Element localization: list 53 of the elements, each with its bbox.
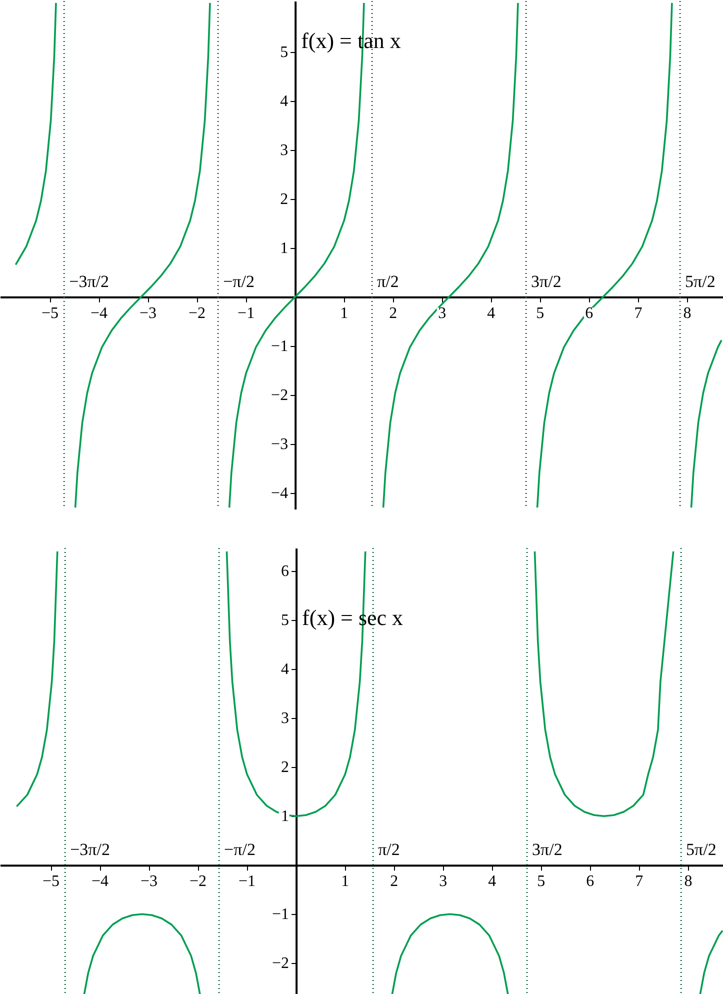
x-tick-label: −5 xyxy=(41,304,59,322)
x-tick-label: 8 xyxy=(684,873,692,890)
y-tick-label: −3 xyxy=(271,436,288,453)
x-tick-label: 4 xyxy=(487,304,496,322)
x-tick-label: 1 xyxy=(341,873,350,890)
ref-line-label: π/2 xyxy=(378,840,400,860)
y-tick-label: −2 xyxy=(271,386,288,404)
y-tick-label: −2 xyxy=(272,955,290,972)
x-tick-label: 1 xyxy=(340,304,348,322)
x-tick-label: −5 xyxy=(42,873,60,890)
x-tick-label: −1 xyxy=(238,873,256,890)
y-tick-label: 3 xyxy=(280,142,288,159)
ref-line-label: −π/2 xyxy=(224,840,256,860)
x-tick-label: 6 xyxy=(586,873,594,890)
x-tick-label: −2 xyxy=(188,304,206,322)
ref-line-label: π/2 xyxy=(377,272,399,291)
x-tick-label: 3 xyxy=(439,873,448,890)
y-tick-label: 3 xyxy=(281,710,290,728)
x-tick-label: 5 xyxy=(536,304,544,322)
ref-line-label: −3π/2 xyxy=(70,840,110,860)
y-tick-label: 4 xyxy=(281,661,290,678)
x-tick-label: 2 xyxy=(389,304,398,322)
ref-line-label: 3π/2 xyxy=(531,272,562,291)
x-tick-label: 2 xyxy=(390,873,398,890)
x-tick-label: −3 xyxy=(140,304,157,322)
x-tick-label: −2 xyxy=(190,873,207,890)
x-tick-label: 4 xyxy=(488,873,496,890)
x-tick-label: 7 xyxy=(635,873,644,890)
y-tick-label: 5 xyxy=(281,612,290,630)
x-tick-label: −4 xyxy=(90,304,108,322)
x-tick-label: 3 xyxy=(438,304,446,322)
ref-line-label: 5π/2 xyxy=(686,840,716,860)
x-tick-label: 5 xyxy=(537,873,546,890)
x-tick-label: 7 xyxy=(634,304,642,322)
y-tick-label: −1 xyxy=(271,338,288,355)
y-tick-label: 1 xyxy=(281,808,290,826)
x-tick-label: −4 xyxy=(91,873,109,890)
y-tick-label: 1 xyxy=(280,240,288,257)
x-tick-label: −3 xyxy=(140,873,158,890)
x-tick-label: −1 xyxy=(238,304,255,322)
x-tick-label: 6 xyxy=(585,304,594,322)
ref-line-label: −π/2 xyxy=(223,272,254,291)
y-tick-label: 5 xyxy=(280,44,288,61)
y-tick-label: 6 xyxy=(281,563,290,580)
y-tick-label: 2 xyxy=(281,759,290,776)
y-tick-label: 4 xyxy=(280,92,288,110)
ref-line-label: 5π/2 xyxy=(685,272,716,291)
y-tick-label: −4 xyxy=(271,484,288,502)
ref-line-label: 3π/2 xyxy=(532,840,562,860)
ref-line-label: −3π/2 xyxy=(69,272,110,291)
x-tick-label: 8 xyxy=(683,304,692,322)
y-tick-label: −1 xyxy=(272,906,290,924)
y-tick-label: 2 xyxy=(280,190,288,208)
